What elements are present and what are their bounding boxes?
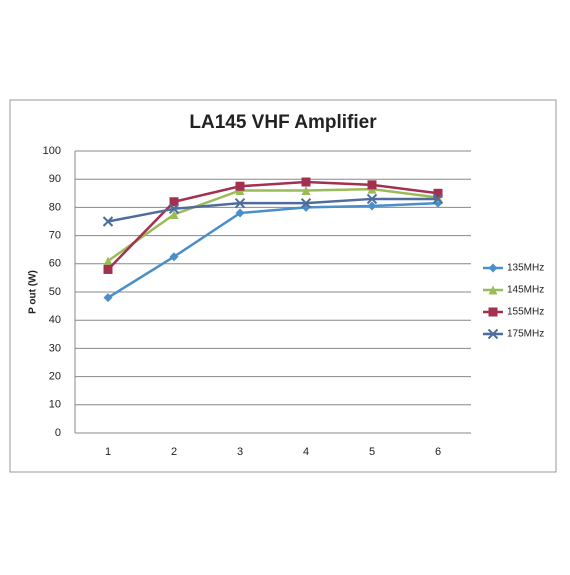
chart-title: LA145 VHF Amplifier xyxy=(189,112,377,133)
series-line xyxy=(107,180,439,271)
y-tick-label: 80 xyxy=(49,201,61,213)
y-tick-label: 10 xyxy=(49,399,61,411)
y-axis-label: P out (W) xyxy=(28,270,39,314)
x-tick-label: 3 xyxy=(237,446,243,458)
marker xyxy=(103,264,113,274)
legend-label: 175MHz xyxy=(507,329,544,340)
legend-marker xyxy=(487,328,499,340)
marker xyxy=(169,209,179,219)
marker xyxy=(234,197,246,209)
marker xyxy=(432,193,444,205)
marker xyxy=(301,177,311,187)
legend-marker xyxy=(488,307,498,317)
x-tick-label: 2 xyxy=(171,446,177,458)
y-tick-label: 60 xyxy=(49,258,61,270)
legend-label: 145MHz xyxy=(507,285,544,296)
y-tick-label: 90 xyxy=(49,173,61,185)
legend-marker xyxy=(488,285,498,295)
marker xyxy=(433,188,443,198)
marker xyxy=(301,185,311,195)
y-tick-label: 20 xyxy=(49,371,61,383)
marker xyxy=(103,293,113,303)
marker xyxy=(103,256,113,266)
y-tick-label: 50 xyxy=(49,286,61,298)
legend-marker xyxy=(488,263,498,273)
marker xyxy=(235,208,245,218)
marker xyxy=(367,201,377,211)
x-tick-label: 5 xyxy=(369,446,375,458)
series-line xyxy=(107,201,439,299)
legend-label: 135MHz xyxy=(507,263,544,274)
marker xyxy=(366,193,378,205)
series-line xyxy=(107,187,439,263)
y-tick-label: 100 xyxy=(43,145,61,157)
marker xyxy=(169,197,179,207)
marker xyxy=(300,197,312,209)
x-tick-label: 4 xyxy=(303,446,309,458)
x-tick-label: 1 xyxy=(105,446,111,458)
chart-frame xyxy=(9,99,557,473)
x-tick-label: 6 xyxy=(435,446,441,458)
y-tick-label: 70 xyxy=(49,230,61,242)
y-tick-label: 40 xyxy=(49,314,61,326)
marker xyxy=(102,216,114,227)
marker xyxy=(168,203,180,215)
marker xyxy=(169,252,179,262)
legend-label: 155MHz xyxy=(507,307,544,318)
y-tick-label: 0 xyxy=(55,427,61,439)
marker xyxy=(367,180,377,190)
series-line xyxy=(107,197,438,223)
marker xyxy=(235,181,245,191)
y-tick-label: 30 xyxy=(49,342,61,354)
